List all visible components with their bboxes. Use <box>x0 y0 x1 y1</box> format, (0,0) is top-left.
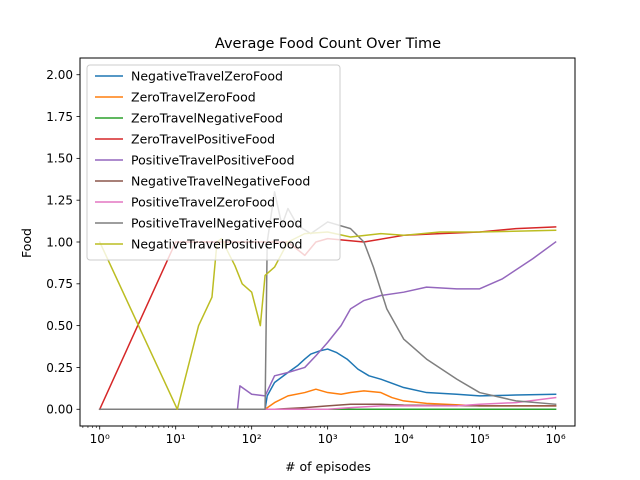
legend-entry-6: PositiveTravelZeroFood <box>131 195 275 210</box>
x-tick-label-6: 10⁶ <box>546 432 566 446</box>
series-line-4 <box>98 240 557 411</box>
series-line-1 <box>98 388 557 411</box>
y-tick-label-7: 1.75 <box>46 110 73 124</box>
y-axis: 0.00 0.25 0.50 0.75 1.00 1.25 1.50 1.75 2.00 <box>46 68 80 417</box>
y-tick-label-8: 2.00 <box>46 68 73 82</box>
x-tick-label-4: 10⁴ <box>394 432 414 446</box>
legend-entry-4: PositiveTravelPositiveFood <box>131 153 295 168</box>
legend: NegativeTravelZeroFood ZeroTravelZeroFood… <box>86 64 341 261</box>
legend-entry-3: ZeroTravelPositiveFood <box>131 132 275 147</box>
legend-entry-2: ZeroTravelNegativeFood <box>131 111 283 126</box>
legend-entry-0: NegativeTravelZeroFood <box>131 69 283 84</box>
series-line-8 <box>98 229 557 411</box>
y-tick-label-1: 0.25 <box>46 361 73 375</box>
plot-frame <box>79 57 576 427</box>
x-tick-label-2: 10² <box>242 432 262 446</box>
y-tick-label-2: 0.50 <box>46 319 73 333</box>
legend-entry-8: NegativeTravelPositiveFood <box>131 237 302 252</box>
x-tick-label-5: 10⁵ <box>470 432 490 446</box>
legend-entry-5: NegativeTravelNegativeFood <box>131 174 310 189</box>
y-tick-label-4: 1.00 <box>46 235 73 249</box>
y-tick-label-5: 1.25 <box>46 193 73 207</box>
x-axis-label: # of episodes <box>285 459 371 474</box>
y-tick-label-6: 1.50 <box>46 152 73 166</box>
legend-entry-7: PositiveTravelNegativeFood <box>131 216 302 231</box>
series-line-0 <box>98 348 557 411</box>
x-tick-label-3: 10³ <box>318 432 338 446</box>
x-axis: 10⁰ 10¹ 10² 10³ 10⁴ 10⁵ 10⁶ <box>82 426 566 446</box>
y-axis-label: Food <box>19 228 34 258</box>
chart-title: Average Food Count Over Time <box>215 36 441 52</box>
y-tick-label-3: 0.75 <box>46 277 73 291</box>
series-line-6 <box>98 396 557 411</box>
legend-box <box>86 64 341 261</box>
x-tick-label-0: 10⁰ <box>90 432 110 446</box>
y-tick-label-0: 0.00 <box>46 403 73 417</box>
x-tick-label-1: 10¹ <box>166 432 186 446</box>
legend-entry-1: ZeroTravelZeroFood <box>131 90 256 105</box>
